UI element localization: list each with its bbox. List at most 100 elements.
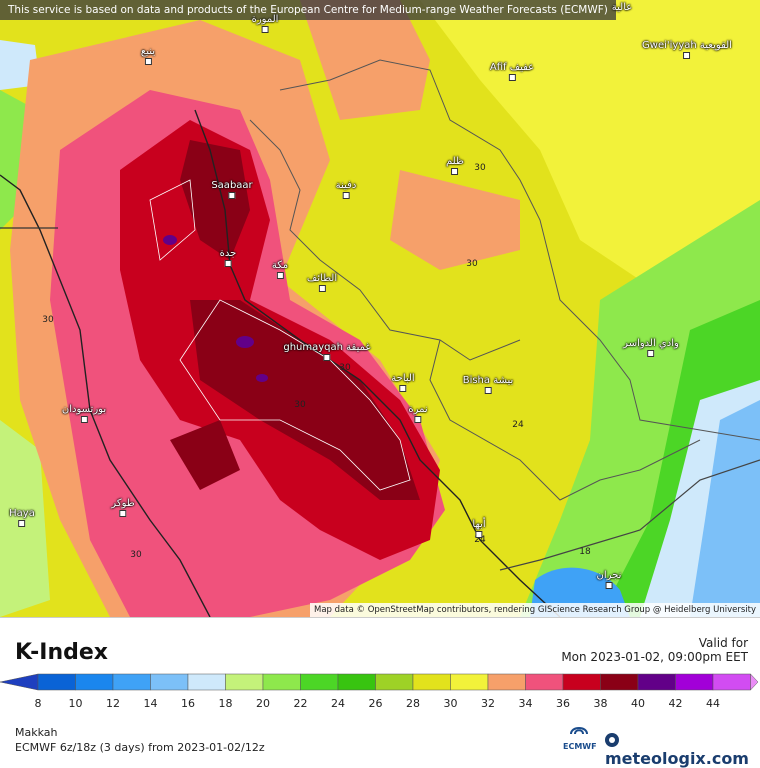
scale-swatch xyxy=(150,673,189,691)
contour-label: 24 xyxy=(512,420,524,430)
scale-swatch xyxy=(712,673,751,691)
city-label: الباحة xyxy=(391,373,415,384)
scale-tick-label: 22 xyxy=(293,697,308,710)
city-saabaar[interactable]: Saabaar xyxy=(211,180,253,199)
field-orange-north xyxy=(300,0,430,120)
contour-label: 18 xyxy=(579,547,591,557)
city-port-sudan[interactable]: بورتسودان xyxy=(62,404,106,423)
scale-tick-label: 38 xyxy=(593,697,608,710)
ecmwf-logo[interactable]: ECMWF xyxy=(563,722,597,751)
scale-arrow-left xyxy=(0,673,39,691)
legend-panel: K-Index Valid for Mon 2023-01-02, 09:00p… xyxy=(0,617,760,768)
city-al-bahah[interactable]: الباحة xyxy=(391,373,415,392)
scale-swatch xyxy=(375,673,414,691)
contour-label: 30 xyxy=(466,259,478,269)
scale-swatch xyxy=(300,673,339,691)
province-border-2 xyxy=(249,119,521,361)
city-label: بورتسودان xyxy=(61,404,107,415)
city-label: عالية xyxy=(611,2,633,13)
city-marker xyxy=(451,168,459,175)
brand-text: meteologix.com xyxy=(605,749,749,768)
field-dark-red-north xyxy=(180,140,250,260)
city-label: نمرة xyxy=(408,404,428,415)
city-al-mawrah[interactable]: المورة xyxy=(251,14,279,33)
contour-label: 30 xyxy=(339,363,351,373)
city-label: مكة xyxy=(271,260,289,271)
scale-swatch xyxy=(75,673,114,691)
city-marker xyxy=(484,387,492,394)
scale-swatch xyxy=(37,673,76,691)
scale-tick-label: 30 xyxy=(443,697,458,710)
city-abha[interactable]: أبها xyxy=(472,519,486,538)
field-purple-1 xyxy=(163,235,177,245)
city-marker xyxy=(414,416,422,423)
scale-tick-label: 28 xyxy=(406,697,420,710)
scale-tick-label: 18 xyxy=(218,697,233,710)
contour-36-north xyxy=(149,179,196,261)
city-label: المورة xyxy=(251,14,279,25)
scale-tick-label: 10 xyxy=(68,697,83,710)
city-label: Bisha بيشة xyxy=(462,375,514,386)
scale-tick-label: 26 xyxy=(368,697,383,710)
city-label: ظلم xyxy=(446,156,464,167)
scale-swatch xyxy=(637,673,676,691)
city-label: الطائف xyxy=(306,273,338,284)
scale-tick-label: 16 xyxy=(181,697,195,710)
scale-swatch xyxy=(600,673,639,691)
scale-swatch xyxy=(262,673,301,691)
contour-label: 30 xyxy=(474,163,486,173)
scale-swatch xyxy=(225,673,264,691)
scale-tick-label: 8 xyxy=(34,697,42,710)
osm-attribution[interactable]: Map data © OpenStreetMap contributors, r… xyxy=(310,603,760,617)
meteologix-logo-icon xyxy=(605,733,619,747)
scale-tick-label: 34 xyxy=(518,697,533,710)
city-wadi-dawasir[interactable]: وادي الدواسر xyxy=(623,338,679,357)
city-marker xyxy=(276,272,284,279)
city-label: جدة xyxy=(219,248,237,259)
city-afif[interactable]: Afif عفيف xyxy=(490,62,534,81)
city-tokar[interactable]: طوكر xyxy=(111,498,135,517)
scale-tick-label: 14 xyxy=(143,697,158,710)
province-border-1 xyxy=(279,59,760,441)
k-index-field xyxy=(0,0,760,617)
city-label: Haya xyxy=(9,508,35,519)
city-zalim[interactable]: ظلم xyxy=(446,156,464,175)
ecmwf-logo-text: ECMWF xyxy=(563,742,597,751)
scale-tick-label: 12 xyxy=(106,697,120,710)
city-quwayiyah[interactable]: Gwei'iyyah القويعية xyxy=(642,40,732,59)
city-label: طوكر xyxy=(111,498,135,509)
weather-map[interactable]: This service is based on data and produc… xyxy=(0,0,760,617)
scale-swatch xyxy=(412,673,451,691)
scale-arrow-right xyxy=(750,673,759,691)
city-aliyah[interactable]: عالية xyxy=(612,2,632,13)
scale-ticks: 8 10 12 14 16 18 20 22 24 26 28 30 32 34 36 38 40 42 44 xyxy=(0,697,760,711)
city-jeddah[interactable]: جدة xyxy=(219,248,237,267)
city-label: ينبع xyxy=(140,46,156,57)
city-label: دفينة xyxy=(335,180,357,191)
city-haya[interactable]: Haya xyxy=(9,508,35,527)
meteologix-brand[interactable]: meteologix.com xyxy=(605,730,760,768)
scale-tick-label: 20 xyxy=(256,697,270,710)
city-makkah[interactable]: مكة xyxy=(272,260,288,279)
city-namirah[interactable]: نمرة xyxy=(408,404,428,423)
city-marker xyxy=(119,510,127,517)
city-taif[interactable]: الطائف xyxy=(307,273,337,292)
scale-tick-label: 36 xyxy=(556,697,570,710)
city-marker xyxy=(508,74,516,81)
city-yanbu[interactable]: ينبع xyxy=(141,46,155,65)
city-label: Gwei'iyyah القويعية xyxy=(642,40,732,51)
city-marker xyxy=(342,192,350,199)
city-marker xyxy=(224,260,232,267)
scale-tick-label: 24 xyxy=(331,697,345,710)
city-bisha[interactable]: Bisha بيشة xyxy=(462,375,514,394)
city-label: نجران xyxy=(596,570,622,581)
city-marker xyxy=(18,520,26,527)
contour-label: 30 xyxy=(294,400,306,410)
city-najran[interactable]: نجران xyxy=(596,570,622,589)
city-dafinah[interactable]: دفينة xyxy=(335,180,357,199)
city-marker xyxy=(399,385,407,392)
scale-swatch xyxy=(450,673,489,691)
field-blue xyxy=(690,400,760,617)
city-ghumayqah[interactable]: ghumayqah غميقة xyxy=(283,342,371,361)
parameter-title: K-Index xyxy=(15,640,108,665)
